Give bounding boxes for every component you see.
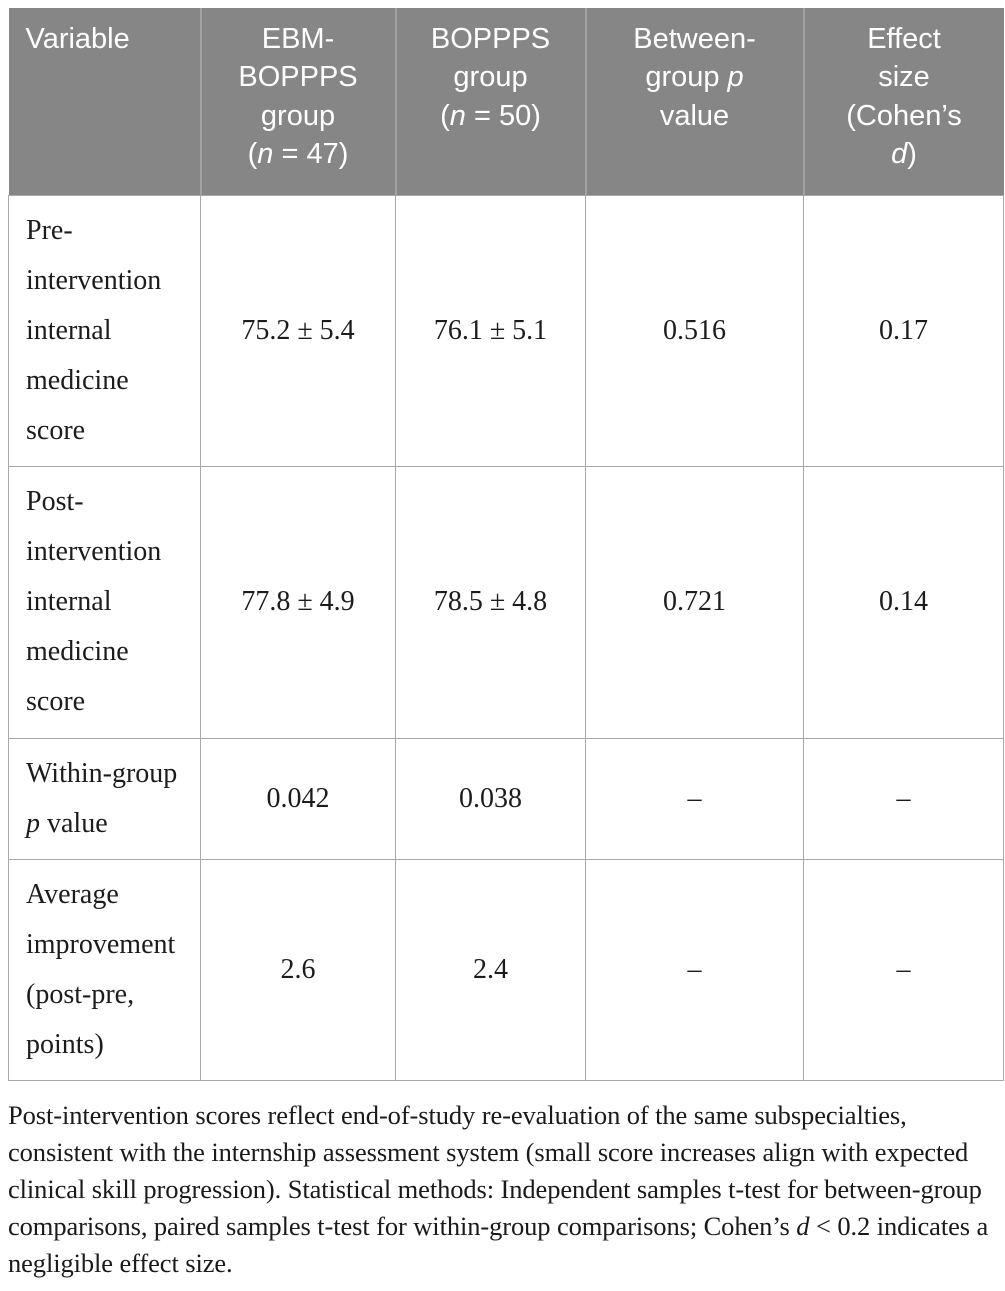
cell-value: 0.721 [585,466,804,739]
cell-value: 78.5 ± 4.8 [395,466,586,739]
header-italic-d: d [891,137,908,170]
cell-value: 0.17 [803,194,1004,468]
header-text: EBM- BOPPPS group ( [238,23,358,170]
header-text: = 50) [465,99,541,132]
row-label-text: Within-group [26,757,178,789]
header-cell-between-group-p: Between- group p value [584,8,804,195]
header-italic-p: p [727,61,744,94]
row-label: Pre-intervention internal medicine score [8,194,201,468]
row-label-text: Average improvement (post-pre, points) [26,878,176,1061]
cell-value: 0.14 [803,466,1004,739]
table-row-pre-intervention: Pre-intervention internal medicine score… [8,194,1004,468]
header-cell-variable: Variable [8,8,201,195]
cell-value: 0.516 [585,194,804,468]
row-label: Average improvement (post-pre, points) [8,858,201,1082]
footnote-italic-d: d [796,1210,810,1241]
header-text: Between- group [633,23,756,94]
table-row-within-group-p: Within-group p value 0.042 0.038 – – [8,737,1004,860]
header-row: Variable EBM- BOPPPS group (n = 47) BOPP… [8,8,1004,195]
header-text: BOPPPS group ( [430,23,551,132]
header-italic-n: n [449,99,466,132]
row-label-text: Post-intervention internal medicine scor… [26,486,162,718]
cell-value: – [585,737,804,860]
cell-value: – [585,858,804,1082]
table-footnote: Post-intervention scores reflect end-of-… [8,1097,997,1281]
header-text: = 47) [273,137,349,170]
results-table: Variable EBM- BOPPPS group (n = 47) BOPP… [8,8,1004,1082]
cell-value: 76.1 ± 5.1 [395,194,586,468]
header-cell-ebm-boppps-group: EBM- BOPPPS group (n = 47) [199,8,396,195]
cell-value: 75.2 ± 5.4 [200,194,396,468]
header-cell-bopppps-group: BOPPPS group (n = 50) [394,8,586,195]
header-text: Variable [25,23,130,55]
table-row-average-improvement: Average improvement (post-pre, points) 2… [8,858,1004,1082]
row-label-text: Pre-intervention internal medicine score [26,214,162,446]
row-label-italic-p: p [26,807,40,839]
cell-value: – [803,737,1004,860]
cell-value: 0.042 [200,737,396,860]
table-row-post-intervention: Post-intervention internal medicine scor… [8,466,1004,739]
cell-value: – [803,858,1004,1082]
footnote-text: Post-intervention scores reflect end-of-… [8,1100,982,1241]
header-text: ) [907,137,917,170]
header-italic-n: n [257,137,274,170]
cell-value: 77.8 ± 4.9 [200,466,396,739]
header-cell-effect-size: Effect size (Cohen’s d) [802,8,1004,195]
row-label: Post-intervention internal medicine scor… [8,466,201,739]
cell-value: 2.6 [200,858,396,1082]
row-label: Within-group p value [8,737,201,860]
row-label-text: value [40,807,108,839]
header-text: Effect size (Cohen’s [846,23,962,132]
header-text: value [659,99,730,132]
cell-value: 2.4 [395,858,586,1082]
cell-value: 0.038 [395,737,586,860]
